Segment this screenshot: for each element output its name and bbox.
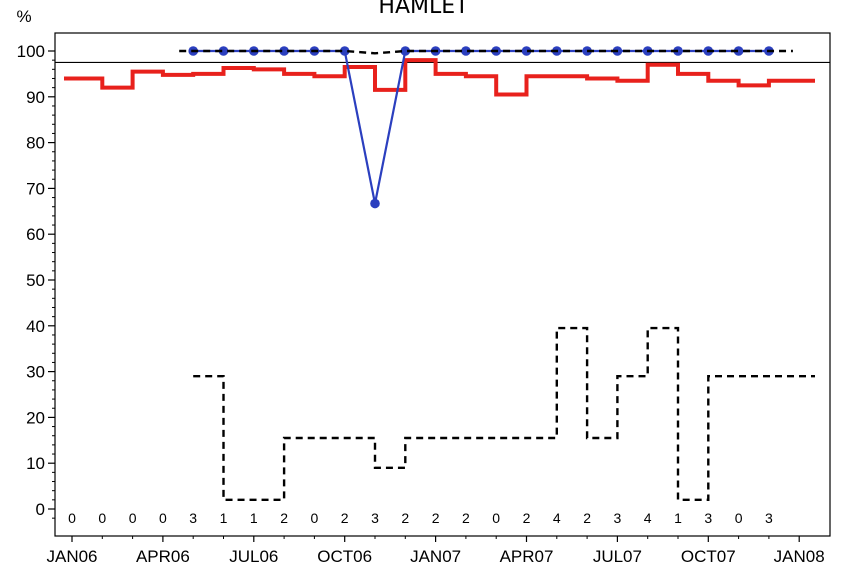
x-tick-label: APR07 — [500, 547, 554, 566]
count-label: 0 — [98, 510, 106, 526]
count-label: 0 — [492, 510, 500, 526]
x-tick-label: JUL07 — [593, 547, 642, 566]
x-tick-label: OCT07 — [681, 547, 736, 566]
series-blue-point — [218, 46, 229, 56]
count-label: 1 — [674, 510, 682, 526]
count-label: 0 — [68, 510, 76, 526]
count-label: 2 — [523, 510, 531, 526]
x-tick-label: OCT06 — [317, 547, 372, 566]
count-label: 0 — [311, 510, 319, 526]
x-tick-label: JAN08 — [774, 547, 825, 566]
y-tick-label: 30 — [26, 363, 45, 382]
count-label: 3 — [704, 510, 712, 526]
y-axis-label: % — [16, 7, 31, 26]
x-tick-label: JUL06 — [229, 547, 278, 566]
y-tick-label: 90 — [26, 88, 45, 107]
y-tick-label: 20 — [26, 408, 45, 427]
count-label: 2 — [432, 510, 440, 526]
count-label: 2 — [341, 510, 349, 526]
count-label: 0 — [159, 510, 167, 526]
series-blue-point — [521, 46, 532, 56]
count-label: 3 — [614, 510, 622, 526]
count-label: 0 — [129, 510, 137, 526]
series-blue-point — [339, 46, 350, 56]
x-tick-label: APR06 — [136, 547, 190, 566]
chart-title: HAMLET — [378, 0, 469, 19]
count-label: 3 — [371, 510, 379, 526]
y-tick-label: 0 — [36, 500, 45, 519]
series-blue-point — [733, 46, 744, 56]
count-label: 2 — [280, 510, 288, 526]
plot-frame — [54, 32, 831, 537]
y-tick-label: 60 — [26, 225, 45, 244]
series-dashed-upper-line — [179, 49, 793, 55]
series-blue-point — [370, 198, 380, 209]
count-label: 4 — [553, 510, 561, 526]
y-tick-label: 70 — [26, 179, 45, 198]
count-label: 3 — [765, 510, 773, 526]
count-label: 2 — [583, 510, 591, 526]
y-tick-label: 40 — [26, 317, 45, 336]
x-tick-label: JAN07 — [410, 547, 461, 566]
count-label: 1 — [250, 510, 258, 526]
series-blue-point — [279, 46, 289, 56]
series-dashed-step-line — [193, 326, 815, 502]
count-label: 1 — [220, 510, 228, 526]
series-red-step-line — [64, 58, 815, 97]
y-tick-label: 80 — [26, 134, 45, 153]
count-label: 4 — [644, 510, 652, 526]
count-label: 3 — [189, 510, 197, 526]
series-blue-point — [400, 46, 411, 56]
count-label: 0 — [735, 510, 743, 526]
count-label: 2 — [401, 510, 409, 526]
y-tick-label: 50 — [26, 271, 45, 290]
series-blue-point — [461, 46, 471, 56]
y-tick-label: 100 — [17, 42, 45, 61]
count-label: 2 — [462, 510, 470, 526]
x-tick-label: JAN06 — [46, 547, 97, 566]
y-tick-label: 10 — [26, 454, 45, 473]
